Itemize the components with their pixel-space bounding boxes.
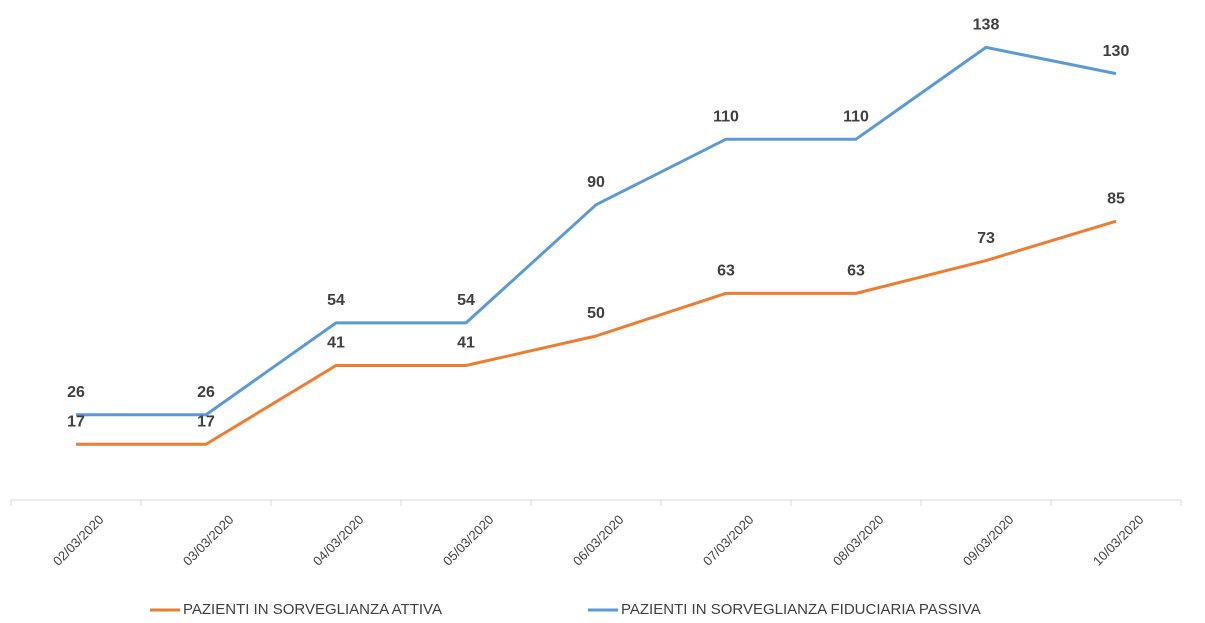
data-label: 138 <box>973 17 1000 34</box>
data-label: 41 <box>457 335 475 352</box>
x-tick-label: 04/03/2020 <box>310 512 367 569</box>
data-label: 54 <box>457 292 475 309</box>
data-label: 85 <box>1107 190 1125 207</box>
legend-label: PAZIENTI IN SORVEGLIANZA ATTIVA <box>183 601 442 618</box>
data-label: 26 <box>197 384 215 401</box>
x-tick-label: 05/03/2020 <box>440 512 497 569</box>
data-label: 41 <box>327 335 345 352</box>
data-label: 73 <box>977 230 995 247</box>
data-label: 50 <box>587 305 605 322</box>
data-label: 110 <box>713 108 739 125</box>
x-tick-label: 09/03/2020 <box>960 512 1017 569</box>
x-tick-label: 10/03/2020 <box>1090 512 1147 569</box>
x-tick-label: 03/03/2020 <box>180 512 237 569</box>
data-label: 17 <box>67 413 85 430</box>
data-label: 110 <box>843 108 869 125</box>
x-tick-label: 06/03/2020 <box>570 512 627 569</box>
legend-label: PAZIENTI IN SORVEGLIANZA FIDUCIARIA PASS… <box>621 601 981 618</box>
x-tick-label: 07/03/2020 <box>700 512 757 569</box>
data-label: 63 <box>847 263 865 280</box>
data-label: 17 <box>197 413 215 430</box>
data-label: 26 <box>67 384 85 401</box>
x-tick-label: 02/03/2020 <box>50 512 107 569</box>
series-line <box>76 219 1117 446</box>
data-label: 54 <box>327 292 345 309</box>
data-label: 90 <box>587 174 605 191</box>
series-line <box>76 45 1117 417</box>
data-label: 130 <box>1103 43 1130 60</box>
x-tick-label: 08/03/2020 <box>830 512 887 569</box>
data-label: 63 <box>717 263 735 280</box>
